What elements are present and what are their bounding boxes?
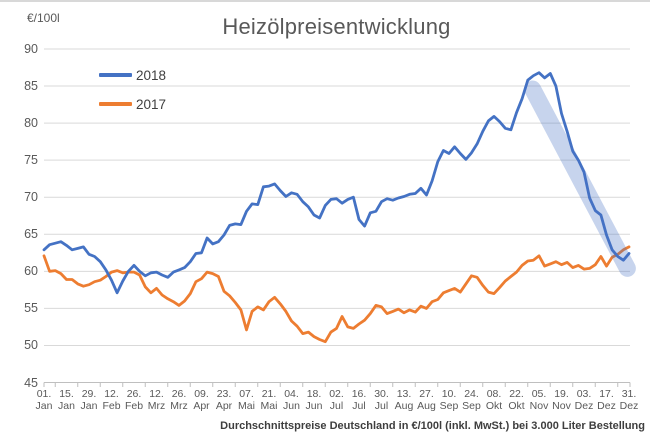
y-tick-label: 80 xyxy=(24,116,38,131)
y-tick-label: 50 xyxy=(24,338,38,353)
x-tick-label: 26. Mrz xyxy=(170,388,188,412)
x-tick-label: 29. Jan xyxy=(80,388,98,412)
x-tick-label: 08. Okt xyxy=(485,388,503,412)
y-tick-label: 65 xyxy=(24,227,38,242)
x-tick-label: 04. Jun xyxy=(283,388,300,412)
highlight-band xyxy=(524,80,636,277)
x-tick-label: 02. Jul xyxy=(329,388,344,412)
chart-title: Heizölpreisentwicklung xyxy=(222,14,451,39)
series-line-2017 xyxy=(42,245,631,344)
legend-label-2017: 2017 xyxy=(136,96,167,112)
legend-item-2018: 2018 xyxy=(99,64,166,86)
x-tick-label: 12. Mrz xyxy=(147,388,166,412)
y-tick-label: 75 xyxy=(24,153,38,168)
x-tick-label: 16. Jul xyxy=(351,388,367,412)
x-tick-label: 09. Apr xyxy=(193,388,210,412)
x-tick-label: 05. Nov xyxy=(529,388,549,412)
x-tick-label: 26. Feb xyxy=(124,388,144,412)
x-tick-label: 30. Jul xyxy=(374,388,389,412)
x-tick-label: 15. Jan xyxy=(58,388,75,412)
y-tick-label: 70 xyxy=(24,190,38,205)
x-tick-label: 19. Nov xyxy=(552,388,571,412)
legend-label-2018: 2018 xyxy=(136,67,167,83)
chart-caption: Durchschnittspreise Deutschland in €/100… xyxy=(220,420,645,432)
legend-swatch-2017 xyxy=(99,102,132,106)
x-tick-label: 03. Dez xyxy=(574,388,594,412)
y-axis-unit-label: €/100l xyxy=(27,11,60,25)
x-tick-label: 01. Jan xyxy=(35,388,53,412)
x-tick-label: 27. Aug xyxy=(417,388,436,412)
x-tick-label: 23. Apr xyxy=(215,388,233,412)
x-tick-label: 18. Jun xyxy=(305,388,323,412)
series-line-2018 xyxy=(42,71,631,295)
legend-swatch-2018 xyxy=(99,73,132,77)
chart-legend: 2018 2017 xyxy=(99,64,166,122)
y-tick-label: 85 xyxy=(24,79,38,94)
y-tick-label: 55 xyxy=(24,301,38,316)
x-tick-label: 10. Sep xyxy=(439,388,459,412)
x-tick-label: 22. Okt xyxy=(508,388,525,412)
x-tick-label: 24. Sep xyxy=(462,388,481,412)
x-tick-label: 13. Aug xyxy=(394,388,414,412)
legend-item-2017: 2017 xyxy=(99,93,166,115)
x-tick-label: 17. Dez xyxy=(597,388,616,412)
x-tick-label: 12. Feb xyxy=(102,388,121,412)
y-tick-label: 60 xyxy=(24,264,38,279)
x-tick-label: 21. Mai xyxy=(260,388,278,412)
x-tick-label: 31. Dez xyxy=(619,388,639,412)
x-tick-label: 07. Mai xyxy=(238,388,255,412)
y-tick-label: 45 xyxy=(24,375,38,390)
y-tick-label: 90 xyxy=(24,42,38,56)
